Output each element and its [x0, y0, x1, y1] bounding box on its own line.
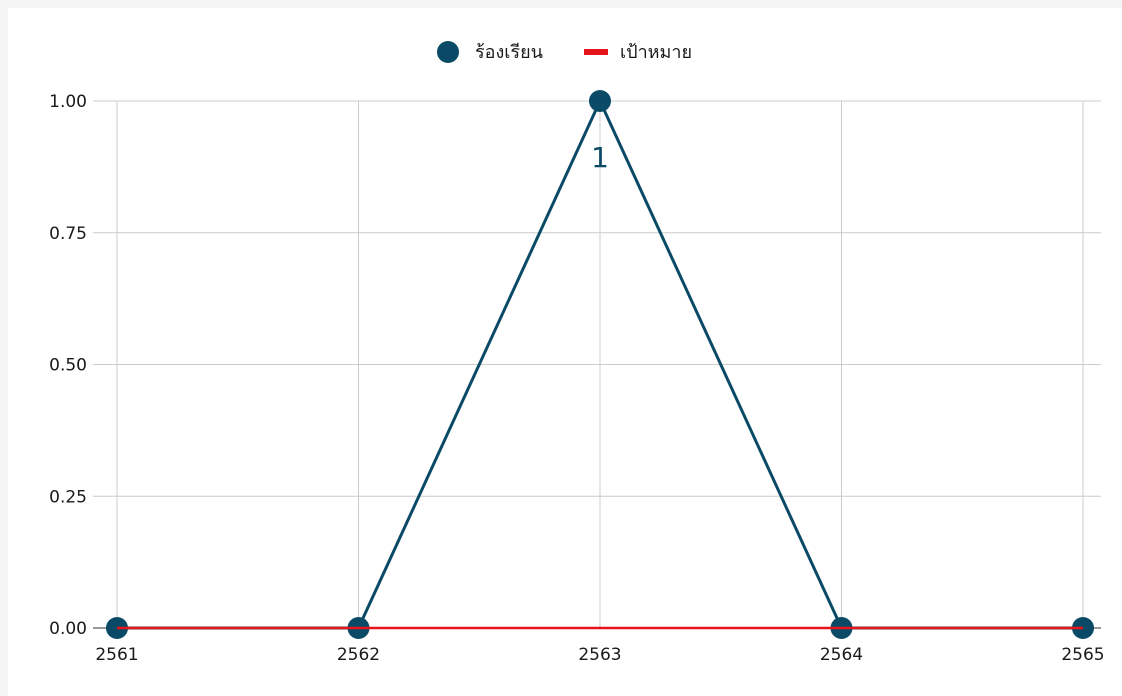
- data-point[interactable]: [589, 90, 611, 112]
- chart-card: [8, 8, 1122, 696]
- data-labels: 1: [591, 141, 609, 174]
- legend-marker-line: [584, 49, 608, 55]
- y-tick-label: 1.00: [49, 92, 87, 112]
- legend-label: เป้าหมาย: [620, 42, 692, 63]
- y-tick-label: 0.75: [49, 224, 87, 244]
- y-tick-label: 0.50: [49, 356, 87, 376]
- data-label: 1: [591, 141, 609, 174]
- x-tick-label: 2561: [95, 645, 138, 665]
- legend[interactable]: ร้องเรียน เป้าหมาย: [437, 41, 692, 63]
- grid-lines: [93, 100, 1101, 628]
- legend-item[interactable]: ร้องเรียน: [437, 41, 543, 63]
- axes: 0.00 0.25 0.50 0.75 1.00 2561 2562 2563 2564 2565: [49, 92, 1104, 665]
- x-tick-label: 2562: [337, 645, 380, 665]
- series-lines: [106, 90, 1094, 639]
- x-tick-label: 2563: [578, 645, 621, 665]
- y-tick-label: 0.25: [49, 487, 87, 507]
- x-tick-label: 2565: [1061, 645, 1104, 665]
- legend-label: ร้องเรียน: [475, 42, 543, 63]
- x-tick-label: 2564: [820, 645, 863, 665]
- legend-item[interactable]: เป้าหมาย: [584, 42, 692, 63]
- legend-marker-circle: [437, 41, 459, 63]
- y-tick-label: 0.00: [49, 619, 87, 639]
